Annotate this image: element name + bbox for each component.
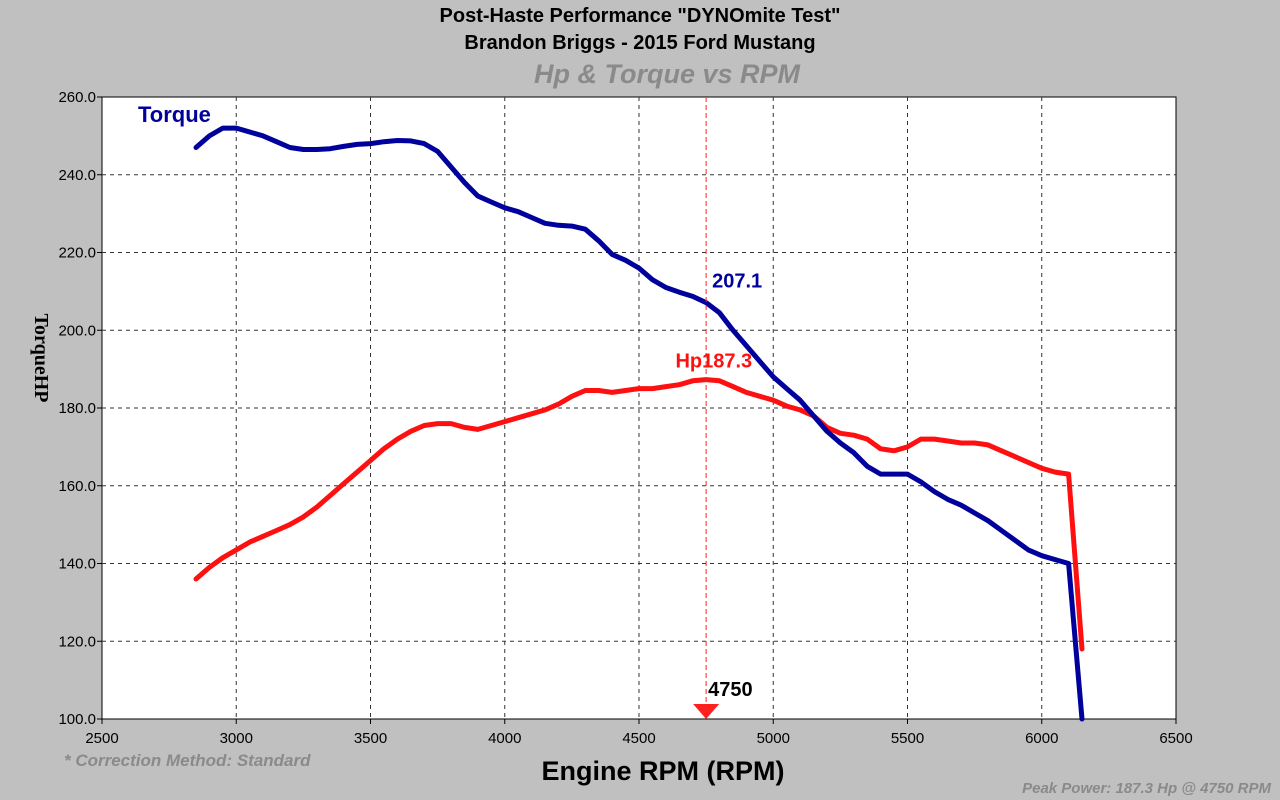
correction-method-note: * Correction Method: Standard [64, 751, 311, 770]
x-axis-label: Engine RPM (RPM) [542, 756, 785, 786]
y-axis-ticks: 100.0 120.0 140.0 160.0 180.0 200.0 220.0 240.0… [58, 89, 102, 728]
chart-title-line1: Post-Haste Performance "DYNOmite Test" [440, 5, 841, 27]
cursor: 4750 207.1 Hp 187.3 [675, 97, 762, 719]
y-tick-label: 180.0 [58, 400, 96, 417]
grid-lines [102, 97, 1176, 719]
y-tick-label: 100.0 [58, 711, 96, 728]
torque-series-line [193, 125, 1085, 722]
cursor-hp-value: 187.3 [702, 351, 752, 373]
series-lines [193, 125, 1085, 722]
x-tick-label: 6500 [1159, 730, 1192, 747]
y-tick-label: 220.0 [58, 245, 96, 262]
chart-subtitle: Hp & Torque vs RPM [534, 59, 801, 89]
cursor-marker [693, 704, 720, 719]
y-tick-label: 240.0 [58, 167, 96, 184]
y-tick-label: 140.0 [58, 556, 96, 573]
y-tick-label: 260.0 [58, 89, 96, 106]
y-tick-label: 160.0 [58, 478, 96, 495]
x-tick-label: 4500 [622, 730, 655, 747]
x-tick-label: 4000 [488, 730, 521, 747]
x-tick-label: 2500 [85, 730, 118, 747]
y-tick-label: 200.0 [58, 322, 96, 339]
torque-series-label: Torque [138, 102, 211, 127]
x-tick-label: 5000 [757, 730, 790, 747]
cursor-rpm-label: 4750 [708, 679, 753, 701]
cursor-torque-value: 207.1 [712, 271, 762, 293]
x-tick-label: 3500 [354, 730, 387, 747]
chart-title-line2: Brandon Briggs - 2015 Ford Mustang [464, 32, 815, 54]
x-tick-label: 6000 [1025, 730, 1058, 747]
x-tick-label: 5500 [891, 730, 924, 747]
cursor-hp-prefix: Hp [675, 351, 702, 373]
x-axis-ticks: 2500 3000 3500 4000 4500 5000 5500 6000 6500 [85, 719, 1193, 747]
peak-power-note: Peak Power: 187.3 Hp @ 4750 RPM [1022, 780, 1271, 797]
x-tick-label: 3000 [220, 730, 253, 747]
hp-series-line [193, 377, 1085, 652]
y-axis-label: TorqueHP [30, 314, 52, 403]
y-tick-label: 120.0 [58, 633, 96, 650]
